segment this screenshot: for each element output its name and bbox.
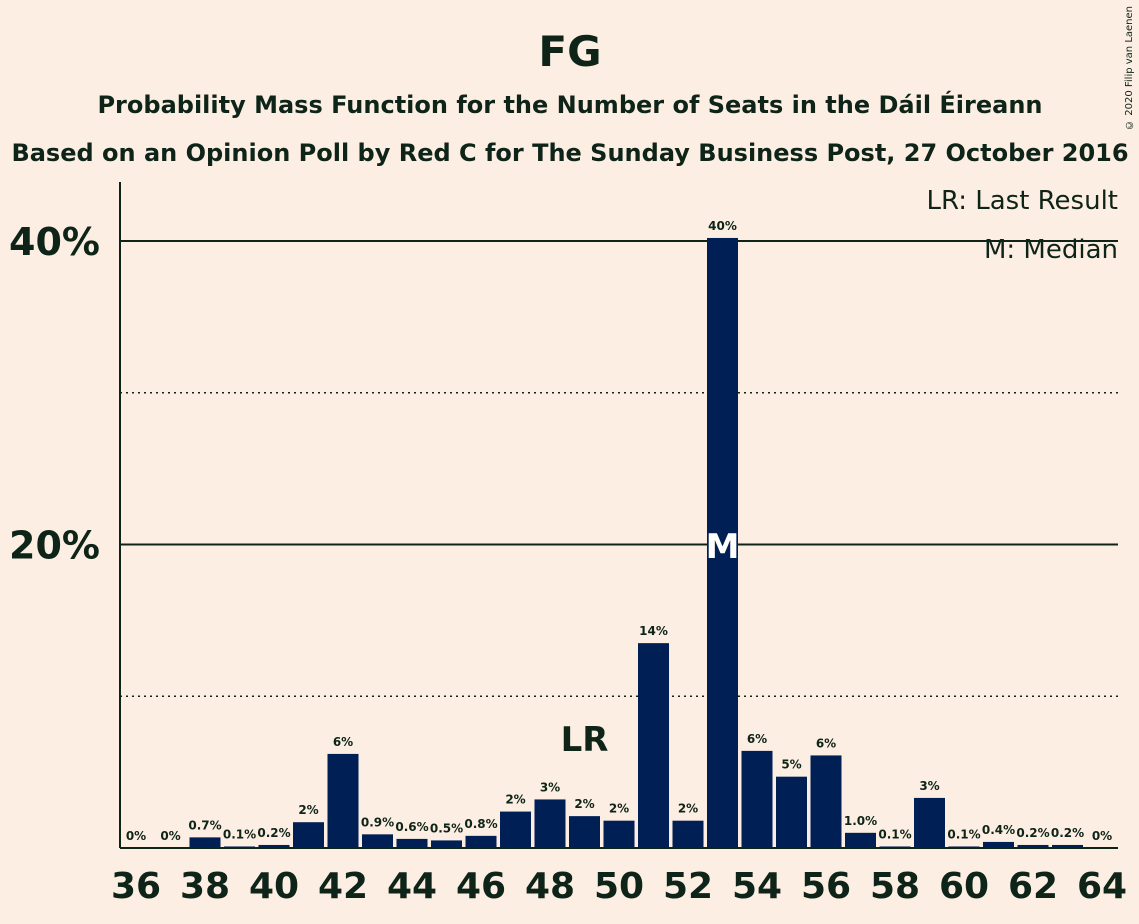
bar-seat-42	[327, 753, 359, 848]
data-label-seat-59: 3%	[919, 779, 939, 793]
data-label-seat-40: 0.2%	[257, 826, 290, 840]
data-label-seat-64: 0%	[1092, 829, 1112, 843]
data-label-seat-52: 2%	[678, 802, 698, 816]
bar-seat-45	[431, 840, 462, 848]
bar-seat-46	[465, 835, 497, 848]
bar-seat-55	[776, 776, 807, 848]
bar-seat-38	[189, 837, 221, 848]
bar-seat-48	[534, 799, 566, 848]
data-label-seat-62: 0.2%	[1016, 826, 1049, 840]
x-tick-label: 54	[732, 866, 782, 907]
median-marker: M	[706, 527, 740, 567]
x-tick-label: 52	[663, 866, 713, 907]
bar-seat-50	[603, 820, 635, 848]
data-label-seat-42: 6%	[333, 735, 353, 749]
x-tick-label: 58	[870, 866, 920, 907]
y-tick-label: 20%	[9, 524, 100, 568]
bar-seat-62	[1017, 844, 1049, 848]
data-label-seat-38: 0.7%	[188, 818, 221, 832]
x-tick-label: 48	[525, 866, 575, 907]
bar-seat-61	[983, 841, 1014, 848]
data-label-seat-39: 0.1%	[223, 827, 256, 841]
last-result-marker: LR	[561, 720, 609, 760]
x-tick-label: 46	[456, 866, 506, 907]
bar-seat-44	[396, 838, 428, 848]
data-label-seat-58: 0.1%	[878, 827, 911, 841]
data-label-seat-44: 0.6%	[395, 820, 428, 834]
x-tick-label: 64	[1077, 866, 1127, 907]
bar-seat-59	[914, 797, 945, 848]
x-tick-label: 62	[1008, 866, 1058, 907]
data-label-seat-36: 0%	[126, 829, 146, 843]
data-label-seat-53: 40%	[708, 219, 737, 233]
axes: 20% 40% 36 38 40 42 44 46 48 50 52 54 56 58 60 62 64	[9, 182, 1127, 907]
x-tick-label: 56	[801, 866, 851, 907]
x-tick-label: 42	[318, 866, 368, 907]
bar-seat-52	[672, 820, 704, 848]
data-label-seat-43: 0.9%	[361, 815, 394, 829]
data-labels: 0% 0%0.7%0.1% 0.2%2%6%0.9% 0.6% 0.5% 0.8%2%3%…	[126, 219, 1112, 843]
chart-subtitle-1: Probability Mass Function for the Number…	[97, 90, 1042, 119]
data-label-seat-51: 14%	[639, 624, 668, 638]
bar-seat-51	[638, 643, 669, 848]
data-label-seat-47: 2%	[505, 793, 525, 807]
x-tick-label: 40	[249, 866, 299, 907]
x-tick-label: 44	[387, 866, 437, 907]
grid-lines	[120, 240, 1118, 697]
bar-seat-53	[707, 237, 738, 849]
data-label-seat-49: 2%	[574, 797, 594, 811]
data-label-seat-46: 0.8%	[464, 817, 497, 831]
legend-median: M: Median	[984, 235, 1118, 265]
chart-title: FG	[538, 27, 601, 76]
x-tick-label: 50	[594, 866, 644, 907]
data-label-seat-50: 2%	[609, 802, 629, 816]
bar-seat-43	[362, 834, 393, 848]
legend-last-result: LR: Last Result	[926, 186, 1118, 216]
bar-seat-56	[810, 755, 842, 848]
data-label-seat-55: 5%	[781, 758, 801, 772]
bar-seat-49	[569, 816, 600, 848]
data-label-seat-56: 6%	[816, 736, 836, 750]
data-label-seat-57: 1.0%	[844, 814, 877, 828]
data-label-seat-54: 6%	[747, 732, 767, 746]
x-tick-label: 60	[939, 866, 989, 907]
data-label-seat-45: 0.5%	[430, 821, 463, 835]
data-label-seat-60: 0.1%	[947, 827, 980, 841]
data-label-seat-48: 3%	[540, 780, 560, 794]
bar-seat-40	[258, 844, 290, 848]
data-label-seat-61: 0.4%	[982, 823, 1015, 837]
bar-seat-47	[500, 811, 531, 848]
bar-seat-41	[293, 822, 324, 848]
chart-subtitle-2: Based on an Opinion Poll by Red C for Th…	[11, 139, 1128, 167]
data-label-seat-37: 0%	[160, 829, 180, 843]
bar-seat-57	[845, 832, 876, 848]
y-tick-label: 40%	[9, 220, 100, 264]
x-tick-label: 38	[180, 866, 230, 907]
copyright-notice: © 2020 Filip van Laenen	[1124, 6, 1135, 130]
bar-seat-63	[1052, 844, 1083, 848]
data-label-seat-63: 0.2%	[1051, 826, 1084, 840]
bar-seat-54	[741, 750, 773, 848]
bars	[189, 237, 1083, 849]
data-label-seat-41: 2%	[298, 803, 318, 817]
x-tick-label: 36	[111, 866, 161, 907]
